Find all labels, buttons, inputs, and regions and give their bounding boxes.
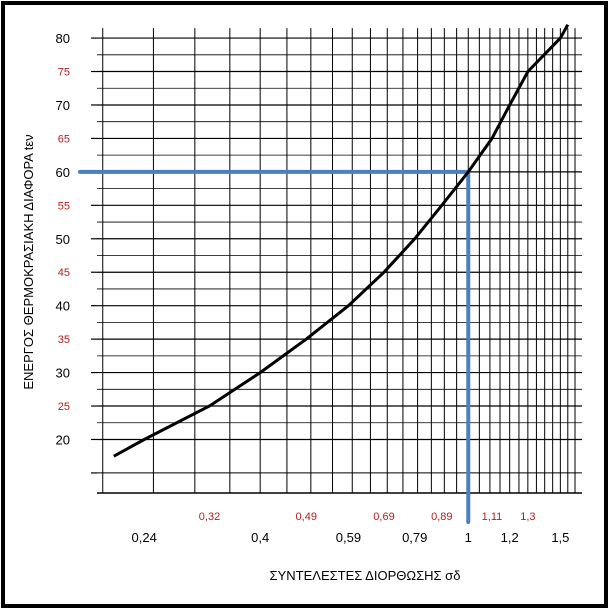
data-curve — [113, 23, 570, 458]
y-tick-label: 60 — [56, 165, 70, 180]
y-tick-label: 30 — [56, 366, 70, 381]
x-tick-label-red: 0,32 — [199, 511, 220, 523]
x-tick-label-red: 1,3 — [520, 511, 535, 523]
y-tick-label-red: 45 — [58, 267, 70, 279]
x-tick-label: 0,59 — [336, 530, 361, 545]
x-tick-label-red: 0,69 — [373, 511, 394, 523]
x-tick-label-red: 0,89 — [431, 511, 452, 523]
y-axis-label: ΕΝΕΡΓΟΣ ΘΕΡΜΟΚΡΑΣΙΑΚΗ ΔΙΑΦΟΡΑ tεν — [21, 134, 36, 389]
highlight-lines — [78, 169, 471, 524]
x-tick-label: 1,5 — [551, 530, 569, 545]
y-tick-label-red: 75 — [58, 67, 70, 79]
x-tick-label: 1,2 — [501, 530, 519, 545]
y-tick-label: 70 — [56, 98, 70, 113]
y-tick-label: 50 — [56, 232, 70, 247]
y-tick-label: 80 — [56, 31, 70, 46]
x-tick-label: 0,4 — [251, 530, 269, 545]
x-tick-label-red: 1,11 — [482, 511, 503, 523]
y-tick-label: 20 — [56, 432, 70, 447]
y-tick-labels: 20 30 40 50 60 70 80 25 35 45 55 65 75 — [56, 31, 70, 447]
x-tick-label-red: 0,49 — [296, 511, 317, 523]
y-tick-label-red: 35 — [58, 334, 70, 346]
y-tick-marks — [91, 37, 97, 474]
y-tick-label: 40 — [56, 299, 70, 314]
x-tick-label: 0,24 — [132, 530, 157, 545]
x-tick-label: 1 — [465, 530, 472, 545]
y-tick-label-red: 25 — [58, 401, 70, 413]
x-axis-label: ΣΥΝΤΕΛΕΣΤΕΣ ΔΙΟΡΘΩΣΗΣ σδ — [270, 568, 461, 583]
y-tick-label-red: 65 — [58, 133, 70, 145]
y-tick-label-red: 55 — [58, 200, 70, 212]
x-tick-label: 0,79 — [402, 530, 427, 545]
x-tick-labels: 0,24 0,4 0,59 0,79 1 1,2 1,5 0,32 0,49 0,69 0,89 1,… — [132, 511, 570, 545]
